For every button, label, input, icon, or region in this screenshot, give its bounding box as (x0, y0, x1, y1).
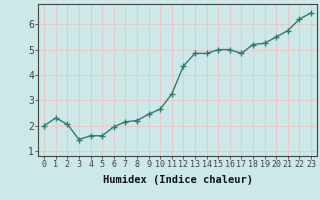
X-axis label: Humidex (Indice chaleur): Humidex (Indice chaleur) (103, 175, 252, 185)
